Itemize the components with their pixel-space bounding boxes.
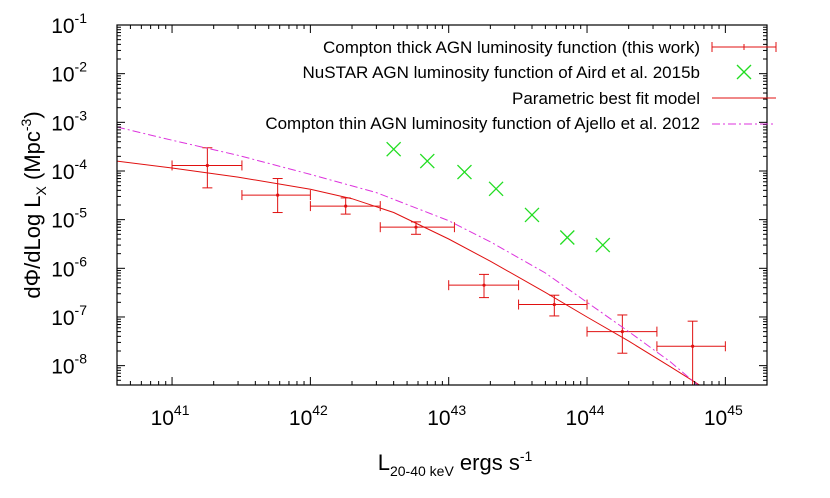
x-tick-label-base: 10 [289, 407, 312, 430]
plot-marks [116, 126, 726, 386]
ct-marker [344, 204, 348, 208]
y-tick-label-base: 10 [51, 356, 74, 379]
nustar-point-stroke [488, 181, 504, 197]
series-line-2 [116, 160, 700, 386]
x-axis-label-sub: 20-40 keV [390, 463, 454, 479]
nustar-point-stroke [595, 237, 611, 253]
ct-point [171, 147, 243, 189]
y-axis-label-sup: -3 [18, 118, 34, 131]
y-tick-label: 10-6 [51, 253, 87, 281]
x-tick-label-base: 10 [566, 407, 589, 430]
y-tick-label: 10-8 [51, 351, 87, 379]
ct-marker [552, 302, 556, 307]
y-tick-label: 10-5 [51, 205, 87, 233]
nustar-point-stroke [457, 164, 472, 180]
x-tick-label-exp: 44 [589, 402, 605, 418]
legend-sample-ct [711, 42, 777, 52]
ct-point [518, 294, 588, 317]
major-ticks [117, 24, 767, 385]
ct-point [241, 178, 311, 214]
nustar-point-stroke [386, 141, 402, 157]
nustar-point-stroke [419, 153, 435, 169]
x-tick-label: 1044 [566, 402, 605, 430]
nustar-point [457, 164, 472, 180]
y-tick-label-base: 10 [51, 161, 74, 184]
y-tick-label-exp: -7 [75, 302, 88, 318]
ct-point [309, 197, 381, 215]
y-tick-label-base: 10 [51, 210, 74, 233]
y-tick-label-exp: -3 [75, 107, 88, 123]
x-axis-label-base: L [378, 450, 390, 475]
nustar-point-stroke [559, 230, 575, 245]
y-axis-label-pre: dΦ/dLog L [20, 195, 45, 298]
x-tick-labels: 1041 1042 1043 1044 1045 [151, 402, 743, 430]
x-axis-label-rest: ergs s [454, 450, 520, 475]
ct-marker [205, 163, 209, 168]
nustar-point [386, 141, 402, 157]
y-axis-label-sub: X [33, 185, 49, 195]
ct-marker [620, 330, 624, 334]
y-tick-label-exp: -8 [75, 351, 88, 367]
y-axis-label: dΦ/dLog LX (Mpc-3) [18, 111, 49, 298]
nustar-point [419, 153, 435, 169]
ct-point [379, 221, 455, 235]
legend-label-ct: Compton thick AGN luminosity function (t… [323, 38, 700, 57]
x-tick-label-base: 10 [704, 407, 727, 430]
ct-marker [482, 283, 486, 287]
nustar-point [559, 230, 575, 245]
nustar-point-stroke [524, 207, 540, 223]
ct-point [448, 273, 520, 299]
y-tick-label-exp: -2 [75, 59, 88, 75]
ct-point [586, 314, 658, 354]
ct-point [656, 320, 726, 386]
y-axis-label-mid: (Mpc [20, 131, 45, 186]
y-tick-label-base: 10 [51, 64, 74, 87]
y-tick-label-base: 10 [51, 307, 74, 330]
ct-marker [691, 344, 695, 348]
y-tick-label: 10-3 [51, 107, 87, 135]
x-tick-label-exp: 45 [727, 402, 743, 418]
y-axis-label-post: ) [20, 111, 45, 118]
x-tick-label: 1045 [704, 402, 743, 430]
y-tick-labels: 10-110-210-310-410-510-610-710-8 [51, 10, 87, 379]
x-tick-label-exp: 41 [174, 402, 190, 418]
ct-marker [414, 225, 418, 229]
x-tick-label-base: 10 [427, 407, 450, 430]
nustar-point [488, 181, 504, 197]
y-tick-label: 10-2 [51, 59, 87, 87]
nustar-point [595, 237, 611, 253]
y-tick-label-exp: -5 [75, 205, 88, 221]
x-tick-label-base: 10 [151, 407, 174, 430]
x-axis-label: L20-40 keV ergs s-1 [378, 448, 533, 479]
x-tick-label: 1042 [289, 402, 328, 430]
y-tick-label: 10-1 [51, 10, 87, 38]
legend-label-nustar: NuSTAR AGN luminosity function of Aird e… [303, 63, 701, 82]
x-tick-label: 1043 [427, 402, 466, 430]
y-tick-label: 10-7 [51, 302, 87, 330]
nustar-point [524, 207, 540, 223]
legend-sample-nustar [736, 64, 752, 80]
series-line-3 [116, 126, 698, 386]
y-tick-label-exp: -6 [75, 253, 88, 269]
y-tick-label-base: 10 [51, 112, 74, 135]
y-tick-label-exp: -4 [75, 156, 88, 172]
minor-ticks [116, 25, 768, 386]
y-tick-label-base: 10 [51, 258, 74, 281]
x-tick-label-exp: 42 [312, 402, 328, 418]
legend: Compton thick AGN luminosity function (t… [265, 38, 777, 133]
y-tick-label-exp: -1 [75, 10, 88, 26]
y-tick-label-base: 10 [51, 15, 74, 38]
x-axis-label-sup: -1 [520, 448, 533, 464]
ct-marker [276, 193, 280, 197]
x-tick-label-exp: 43 [451, 402, 467, 418]
plot-frame [116, 24, 768, 386]
y-tick-label: 10-4 [51, 156, 87, 184]
legend-label-cthin: Compton thin AGN luminosity function of … [265, 114, 700, 133]
x-tick-label: 1041 [151, 402, 190, 430]
legend-label-model: Parametric best fit model [512, 89, 700, 108]
